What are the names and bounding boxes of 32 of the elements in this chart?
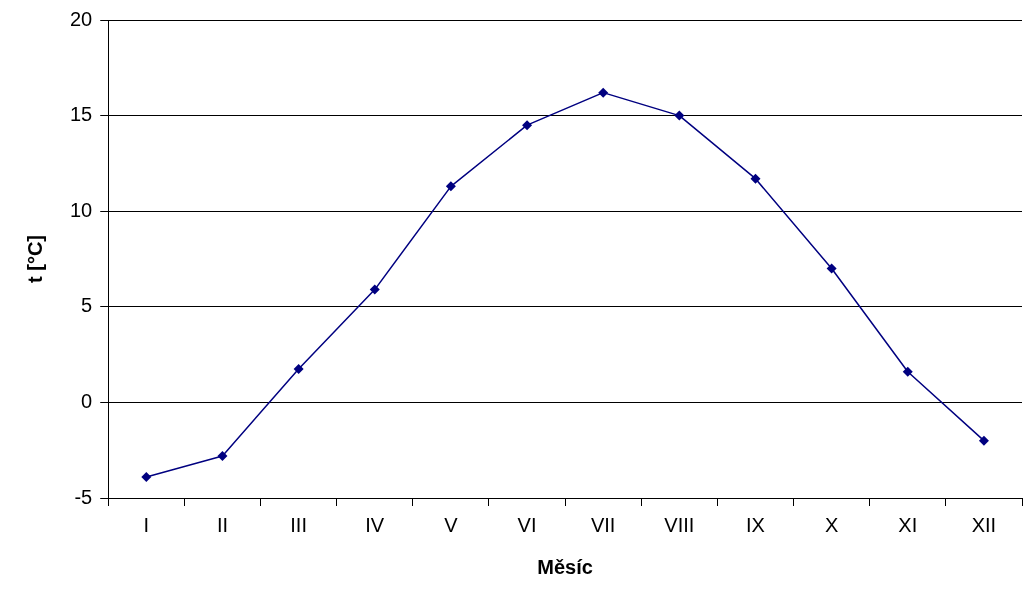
point <box>750 173 761 184</box>
y-tick-label: 20 <box>70 7 93 30</box>
x-tick-label: X <box>824 513 839 536</box>
point <box>293 363 304 374</box>
y-axis-title: t [°C] <box>23 235 46 283</box>
x-axis-title: Měsíc <box>537 555 593 578</box>
point <box>141 471 152 482</box>
x-tick-label: VIII <box>664 513 695 536</box>
point <box>369 284 380 295</box>
x-tick-label: IV <box>365 513 385 536</box>
point <box>522 120 533 131</box>
x-tick-label: IX <box>746 513 765 536</box>
y-tick-label: 5 <box>81 294 93 317</box>
point <box>598 87 609 98</box>
point <box>445 181 456 192</box>
x-tick-label: XI <box>898 513 918 536</box>
x-tick-label: VII <box>590 513 616 536</box>
point <box>978 435 989 446</box>
x-tick-label: II <box>216 513 229 536</box>
x-tick-label: I <box>143 513 150 536</box>
x-tick-label: VI <box>517 513 537 536</box>
x-tick-label: XII <box>971 513 997 536</box>
y-tick-label: 0 <box>81 389 93 412</box>
y-tick-label: 10 <box>70 198 93 221</box>
point <box>674 110 685 121</box>
point <box>902 366 913 377</box>
x-tick-label: III <box>290 513 307 536</box>
point <box>826 263 837 274</box>
y-tick-label: 15 <box>70 103 93 126</box>
point <box>217 450 228 461</box>
y-tick-label: -5 <box>74 485 93 508</box>
x-tick-label: V <box>444 513 459 536</box>
